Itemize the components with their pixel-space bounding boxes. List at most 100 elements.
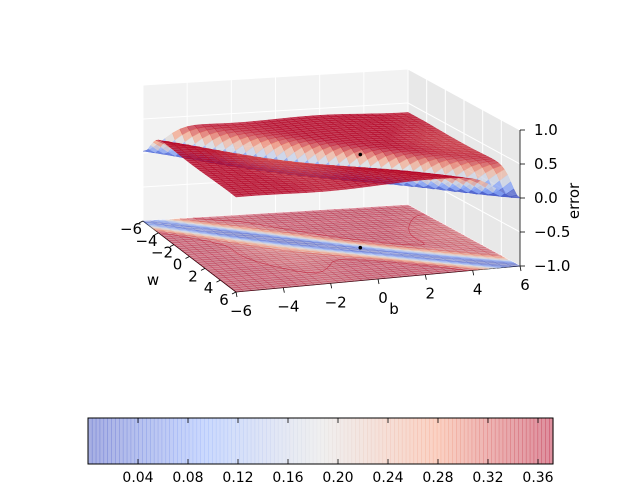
colorbar-band — [157, 418, 163, 464]
contour-cell — [377, 206, 390, 209]
contour-cell — [465, 250, 478, 253]
contour-cell — [307, 261, 320, 265]
colorbar-band — [432, 418, 438, 464]
contour-cell — [446, 230, 459, 233]
contour-cell — [438, 230, 451, 234]
contour-cell — [318, 219, 331, 223]
colorbar-band — [367, 418, 372, 464]
contour-cell — [449, 241, 462, 245]
colorbar-band — [150, 418, 155, 464]
colorbar-band — [386, 418, 391, 464]
contour-cell — [426, 223, 439, 227]
colorbar-band — [119, 418, 124, 464]
colorbar-band — [351, 418, 356, 464]
contour-cell — [299, 261, 312, 265]
colorbar-band — [355, 418, 360, 464]
contour-cell — [261, 264, 273, 269]
contour-cell — [301, 218, 313, 222]
contour-cell — [313, 264, 325, 268]
contour-cell — [230, 214, 243, 218]
grid-back-z — [142, 102, 409, 120]
contour-cell — [252, 252, 265, 256]
contour-cell — [333, 218, 346, 222]
contour-cell — [276, 263, 289, 267]
contour-cell — [378, 225, 391, 229]
colorbar-band — [103, 418, 108, 464]
colorbar-band — [328, 418, 333, 464]
contour-cell — [302, 263, 315, 267]
contour-cell — [244, 224, 256, 228]
contour-cell — [327, 257, 340, 261]
contour-cell — [440, 246, 453, 250]
contour-cell — [263, 260, 275, 264]
contour-cell — [315, 260, 327, 264]
colorbar-band — [142, 418, 147, 464]
contour-cell — [253, 219, 266, 223]
contour-cell — [349, 223, 362, 227]
colorbar-band — [95, 418, 101, 464]
contour-cell — [278, 259, 291, 263]
colorbar-band — [440, 418, 446, 464]
contour-cell — [325, 228, 338, 232]
colorbar-band — [545, 418, 550, 464]
contour-cell — [274, 238, 286, 242]
contour-cell — [314, 221, 326, 225]
contour-cell — [212, 266, 224, 270]
contour-cell — [292, 229, 305, 233]
z-tick-label: −0.5 — [534, 223, 570, 241]
contour-cell — [330, 216, 343, 220]
colorbar-band — [215, 418, 221, 464]
contour-cell — [321, 221, 334, 225]
b-tick-label: 4 — [473, 280, 483, 298]
colorbar-band — [134, 418, 139, 464]
contour-cell — [310, 230, 323, 233]
colorbar-band — [250, 418, 256, 464]
contour-cell — [196, 242, 208, 246]
contour-cell — [230, 267, 242, 271]
contour-cell — [207, 269, 219, 273]
contour-cell — [435, 238, 448, 242]
contour-cell — [347, 247, 359, 251]
contour-cell — [296, 253, 308, 257]
colorbar-band — [285, 418, 291, 464]
contour-cell — [216, 245, 228, 249]
colorbar-band — [343, 418, 349, 464]
colorbar-band — [363, 418, 368, 464]
contour-cell — [245, 253, 257, 257]
contour-cell — [437, 225, 450, 228]
contour-cell — [432, 246, 445, 250]
grid-back-z — [142, 68, 409, 86]
contour-cell — [399, 227, 412, 231]
colorbar-band — [494, 418, 500, 464]
contour-cell — [320, 215, 333, 219]
colorbar-band — [212, 418, 217, 464]
contour-cell — [364, 222, 377, 226]
contour-cell — [198, 250, 211, 254]
contour-cell — [188, 236, 200, 240]
contour-cell — [440, 226, 453, 230]
contour-cell — [341, 260, 354, 264]
contour-cell — [372, 231, 385, 235]
contour-cell — [263, 266, 276, 270]
contour-cell — [212, 230, 225, 234]
contour-cell — [176, 245, 188, 249]
contour-cell — [350, 213, 362, 217]
contour-cell — [381, 217, 394, 221]
contour-cell — [178, 247, 190, 251]
colorbar-band — [425, 418, 430, 464]
contour-cell — [253, 265, 265, 269]
contour-cell — [266, 268, 279, 272]
contour-cell — [274, 222, 286, 226]
contour-cell — [217, 257, 229, 261]
colorbar-band — [181, 418, 186, 464]
colorbar-band — [266, 418, 271, 464]
contour-cell — [204, 254, 216, 258]
contour-cell — [443, 238, 456, 241]
colorbar-band — [281, 418, 287, 464]
contour-cell — [395, 206, 408, 210]
contour-cell — [294, 258, 306, 262]
contour-cell — [418, 214, 431, 218]
grid-floor-b — [186, 217, 284, 289]
contour-cell — [217, 270, 229, 274]
contour-cell — [385, 205, 398, 209]
